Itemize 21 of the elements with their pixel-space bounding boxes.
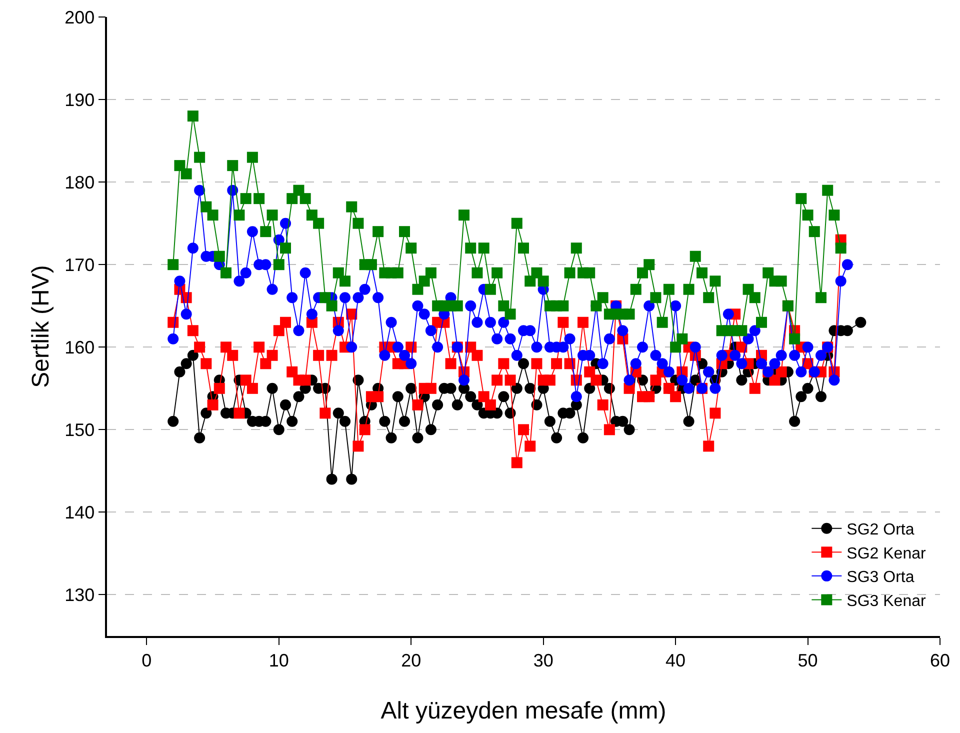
y-tick-label: 200: [64, 7, 95, 28]
y-tick-label: 150: [64, 420, 95, 440]
y-tick-label: 130: [64, 585, 95, 606]
x-tick-label: 50: [798, 650, 818, 670]
y-tick-label: 160: [64, 337, 95, 358]
x-axis-title: Alt yüzeyden mesafe (mm): [380, 698, 666, 724]
y-tick-label: 190: [64, 90, 95, 110]
legend-label: SG2 Orta: [846, 522, 914, 539]
x-tick-label: 20: [401, 650, 422, 670]
x-tick-label: 10: [268, 650, 289, 670]
y-tick-label: 140: [64, 502, 95, 522]
legend-label: SG3 Orta: [846, 569, 914, 586]
y-tick-label: 180: [64, 172, 95, 192]
x-tick-label: 60: [930, 650, 950, 670]
y-tick-label: 170: [64, 254, 95, 275]
legend-label: SG3 Kenar: [846, 592, 926, 610]
x-tick-label: 0: [142, 650, 152, 670]
x-tick-label: 40: [666, 650, 686, 670]
y-axis-title: Sertlik (HV): [28, 265, 54, 388]
legend-label: SG2 Kenar: [846, 545, 926, 562]
x-tick-label: 30: [533, 650, 554, 670]
